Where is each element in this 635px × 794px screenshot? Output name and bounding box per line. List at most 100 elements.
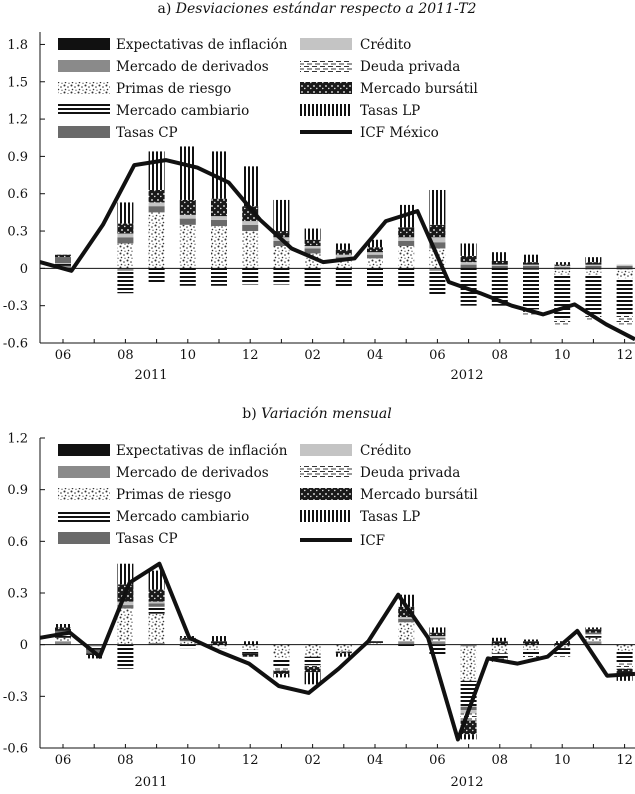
legend-swatch (58, 126, 110, 138)
panel-b: b) Variación mensual 1.2 0.9 0.6 0.3 0 -0.3 -0… (3, 406, 635, 790)
bar-segment (242, 644, 259, 650)
x-tick-label: 06 (429, 348, 446, 363)
bar-segment (55, 254, 71, 258)
bar-segment (179, 146, 196, 200)
bar-segment (554, 267, 571, 269)
x-tick-label: 08 (117, 348, 134, 363)
bar-segment (398, 618, 415, 623)
legend-swatch (58, 488, 110, 500)
x-tick-label: 06 (55, 348, 72, 363)
bar-segment (523, 655, 539, 659)
bar-segment (460, 264, 477, 269)
bar-segment (460, 644, 477, 647)
legend-label: Mercado cambiario (116, 509, 249, 525)
bar-segment (304, 245, 321, 249)
bar-segment (148, 601, 165, 604)
bar-segment (585, 629, 602, 633)
legend-label: ICF México (360, 125, 439, 141)
panel-a-icf-line (39, 158, 635, 342)
bar-segment (554, 264, 571, 266)
bar-segment (273, 245, 290, 269)
x-tick-label: 12 (242, 348, 259, 363)
bar-segment (335, 243, 352, 250)
bar-segment (585, 264, 602, 266)
bar-segment (429, 627, 446, 633)
bar-segment (242, 653, 259, 657)
bar-segment (616, 651, 633, 664)
bar-segment (585, 641, 602, 645)
panel-b-legend: Expectativas de inflación Mercado de der… (58, 443, 478, 549)
bar-segment (273, 673, 290, 678)
bar-segment (179, 199, 196, 215)
panel-b-title-text: Variación mensual (261, 406, 392, 422)
legend-swatch (58, 38, 110, 50)
y-tick-label: -0.3 (3, 690, 28, 705)
legend-label: Tasas CP (116, 531, 178, 547)
bar-segment (148, 589, 165, 602)
bar-segment (148, 642, 165, 645)
legend-swatch (300, 488, 352, 500)
bar-segment (148, 606, 165, 614)
bar-segment (273, 644, 290, 659)
y-tick-label: 1.2 (7, 113, 28, 128)
legend-swatch (300, 444, 352, 456)
bar-segment (304, 667, 321, 673)
bar-segment (117, 563, 134, 585)
y-tick-label: 1.2 (7, 432, 28, 447)
legend-label: Mercado de derivados (116, 465, 269, 481)
bar-segment (523, 644, 539, 650)
bar-segment (523, 269, 539, 310)
bar-segment (179, 224, 196, 269)
y-tick-label: 1.5 (7, 75, 28, 90)
bar-segment (554, 262, 571, 265)
bar-segment (616, 264, 633, 266)
panel-b-prefix: b) (242, 406, 261, 422)
bar-segment (335, 260, 352, 269)
x-tick-label: 10 (180, 348, 197, 363)
bar-segment (616, 268, 633, 270)
bar-segment (491, 265, 508, 269)
bar-segment (523, 262, 539, 265)
bar-segment (117, 233, 134, 238)
bar-segment (491, 252, 508, 261)
bar-segment (117, 268, 134, 271)
bar-segment (273, 658, 290, 668)
bar-segment (304, 656, 321, 666)
legend-swatch (58, 510, 110, 522)
y-tick-label: -0.6 (3, 742, 28, 757)
bar-segment (554, 265, 571, 268)
bar-segment (491, 653, 508, 659)
bar-segment (211, 198, 227, 217)
bar-segment (585, 269, 602, 275)
bar-segment (616, 315, 633, 325)
bar-segment (460, 734, 477, 740)
bar-segment (398, 268, 415, 288)
bar-segment (429, 268, 446, 271)
legend-label: Tasas LP (360, 103, 420, 119)
bar-segment (616, 265, 633, 269)
bar-segment (242, 268, 259, 285)
bar-segment (398, 240, 415, 246)
bar-segment (460, 646, 477, 681)
bar-segment (211, 644, 227, 647)
bar-segment (179, 644, 196, 649)
bar-segment (460, 255, 477, 263)
bar-segment (242, 641, 259, 645)
legend-swatch (300, 466, 352, 478)
legend-swatch (300, 38, 352, 50)
bar-segment (367, 268, 383, 288)
bar-segment (211, 216, 227, 220)
y-tick-label: 0.6 (7, 535, 28, 550)
panel-a-year-2011: 2011 (134, 368, 167, 383)
bar-segment (554, 648, 571, 655)
bar-segment (491, 644, 508, 654)
y-tick-label: 0.3 (7, 225, 28, 240)
panel-a-title: a) Desviaciones estándar respecto a 2011… (158, 1, 477, 17)
x-tick-label: 10 (554, 753, 571, 768)
x-tick-label: 06 (55, 753, 72, 768)
legend-swatch (58, 444, 110, 456)
bar-segment (148, 613, 165, 643)
legend-swatch (58, 532, 110, 544)
legend-swatch (300, 60, 352, 72)
bar-segment (585, 257, 602, 263)
